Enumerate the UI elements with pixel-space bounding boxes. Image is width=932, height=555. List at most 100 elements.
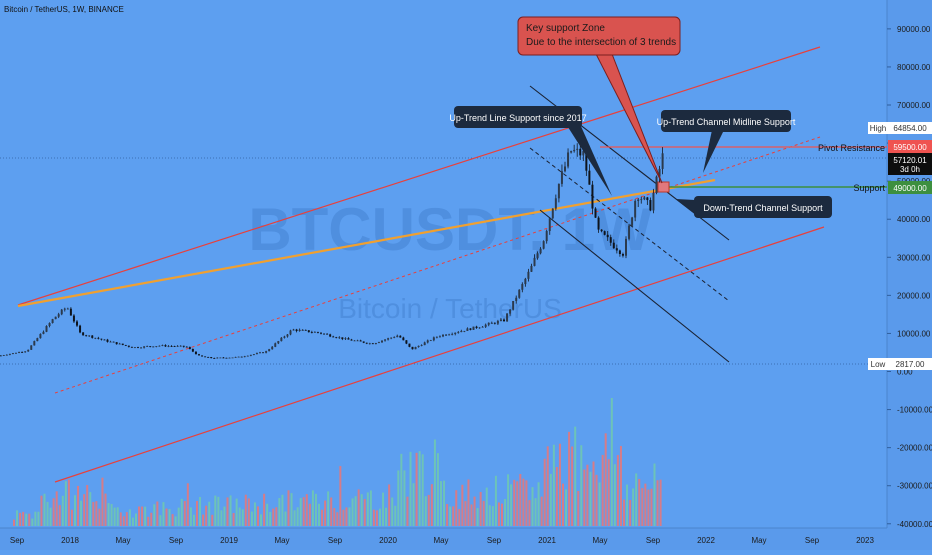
volume-bar	[436, 453, 439, 526]
midline-callout	[661, 110, 791, 132]
candle	[182, 345, 185, 348]
candle	[570, 150, 573, 154]
volume-bar	[342, 509, 345, 526]
candle	[652, 188, 655, 214]
candle	[103, 339, 106, 341]
volume-bar	[647, 489, 650, 526]
candle	[54, 316, 57, 320]
volume-bar	[244, 494, 247, 526]
volume-bar	[122, 516, 125, 526]
volume-bar	[211, 514, 214, 526]
candle	[402, 336, 405, 341]
candle	[649, 197, 652, 212]
candle	[27, 349, 30, 352]
volume-bar	[534, 498, 537, 526]
low-tag-value: 2817.00	[896, 360, 925, 369]
watermark-name: Bitcoin / TetherUS	[338, 293, 562, 324]
candle	[600, 229, 603, 233]
candle	[155, 346, 158, 348]
downtrend-pointer	[676, 199, 695, 214]
support-label: Support	[853, 183, 885, 193]
volume-bar	[516, 481, 519, 526]
volume-bar	[607, 459, 610, 526]
candle	[634, 199, 637, 222]
candle	[127, 345, 130, 348]
volume-bar	[385, 507, 388, 526]
volume-bar	[46, 501, 49, 526]
price-axis-background	[887, 0, 932, 550]
volume-layer	[13, 398, 662, 526]
volume-bar	[131, 517, 134, 526]
candle	[606, 230, 609, 241]
candle	[42, 330, 45, 335]
volume-bar	[473, 496, 476, 526]
volume-bar	[574, 426, 577, 526]
candle	[557, 183, 560, 203]
candle	[551, 208, 554, 220]
volume-bar	[293, 510, 296, 526]
candle	[280, 337, 283, 342]
candle	[621, 252, 624, 258]
candle	[469, 328, 472, 331]
volume-bar	[226, 497, 229, 526]
candle	[11, 353, 14, 355]
volume-bar	[476, 508, 479, 526]
volume-bar	[449, 506, 452, 526]
candle	[121, 343, 124, 346]
y-tick-label: 70000.00	[897, 101, 931, 110]
candle	[597, 216, 600, 233]
volume-bar	[308, 503, 311, 526]
volume-bar	[266, 503, 269, 526]
candle	[515, 295, 518, 304]
y-tick-label: -20000.00	[897, 444, 932, 453]
candle	[112, 341, 115, 343]
volume-bar	[22, 511, 25, 526]
volume-bar	[595, 474, 598, 526]
volume-bar	[150, 512, 153, 526]
volume-bar	[324, 500, 327, 526]
volume-bar	[522, 478, 525, 526]
volume-bar	[95, 501, 98, 526]
candle	[371, 342, 374, 345]
candle	[478, 327, 481, 329]
candle	[625, 236, 627, 259]
volume-bar	[43, 493, 46, 526]
volume-bar	[446, 504, 449, 526]
candle	[576, 143, 579, 157]
candle	[298, 328, 301, 332]
candle	[393, 336, 396, 339]
candle	[268, 348, 271, 352]
candle	[496, 319, 499, 326]
volume-bar	[52, 498, 55, 526]
candle	[368, 342, 371, 345]
volume-bar	[34, 511, 37, 526]
candle	[429, 339, 432, 342]
volume-bar	[388, 484, 391, 526]
x-tick-label: May	[751, 536, 766, 545]
candle	[100, 338, 103, 341]
x-tick-label: May	[433, 536, 448, 545]
volume-bar	[28, 513, 31, 526]
candle	[539, 247, 542, 255]
volume-bar	[192, 514, 195, 526]
candle	[347, 337, 350, 340]
uptrend-line-callout-text: Up-Trend Line Support since 2017	[449, 113, 586, 123]
volume-bar	[330, 497, 333, 526]
volume-bar	[394, 505, 397, 526]
candle	[554, 194, 557, 211]
candle	[530, 263, 533, 272]
volume-bar	[199, 496, 202, 526]
candle	[414, 346, 417, 350]
candle	[36, 337, 39, 342]
candle	[335, 336, 338, 339]
volume-bar	[452, 506, 455, 526]
candle	[533, 254, 536, 267]
x-tick-label: 2018	[61, 536, 79, 545]
candle	[188, 346, 191, 350]
candle	[301, 329, 304, 331]
volume-bar	[531, 487, 534, 526]
candle	[91, 335, 94, 339]
x-tick-label: May	[274, 536, 289, 545]
volume-bar	[13, 519, 15, 526]
candle	[396, 334, 399, 338]
